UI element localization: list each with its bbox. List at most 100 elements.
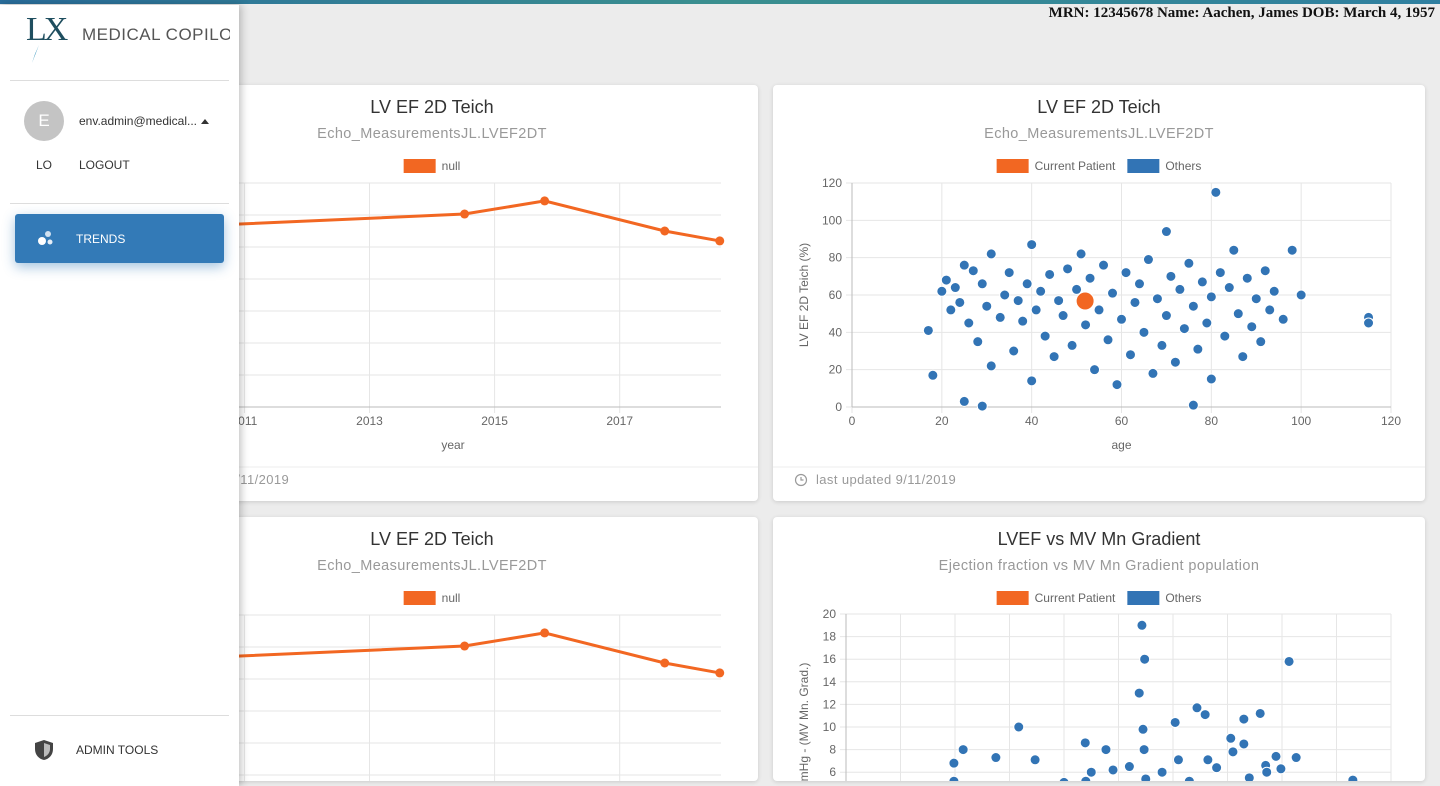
population-point [1089,364,1101,376]
population-point [1156,766,1168,778]
x-tick-label: 100 [1291,414,1311,428]
population-point [1211,762,1223,774]
population-point [1107,287,1119,299]
population-point [1084,272,1096,284]
data-point [540,196,550,206]
population-point [1165,270,1177,282]
population-point [1255,336,1267,348]
x-tick-label: 0 [849,414,856,428]
y-tick-label: 14 [823,675,837,689]
nav-admin-label: ADMIN TOOLS [76,743,159,757]
population-point [1241,272,1253,284]
population-point [1030,304,1042,316]
population-point [1093,304,1105,316]
legend-label: Current Patient [1035,159,1116,173]
legend-label: null [442,159,461,173]
nav-admin[interactable]: ADMIN TOOLS [34,739,224,763]
population-point [1295,289,1307,301]
data-point [460,209,470,219]
population-point [994,311,1006,323]
chart-subtitle: Ejection fraction vs MV Mn Gradient popu… [939,558,1260,574]
population-point [1174,283,1186,295]
y-axis-label: LV EF 2D Teich (%) [797,243,811,347]
population-point [958,259,970,271]
clock-icon [794,473,808,487]
population-point [1026,239,1038,251]
data-point [715,668,725,678]
legend-swatch [996,159,1029,173]
population-point [1133,278,1145,290]
logout-link[interactable]: LOGOUT [79,158,130,172]
x-tick-label: 20 [935,414,949,428]
data-point [460,641,470,651]
population-point [945,304,957,316]
population-point [1137,723,1149,735]
population-point [1012,295,1024,307]
population-point [1029,754,1041,766]
population-point [957,744,969,756]
population-point [1123,761,1135,773]
user-email[interactable]: env.admin@medical... [79,114,198,128]
population-point [1066,339,1078,351]
series-line [219,631,721,675]
population-point [1098,259,1110,271]
population-point [1183,257,1195,269]
population-point [1205,373,1217,385]
x-tick-label: 40 [1025,414,1039,428]
population-point [1035,285,1047,297]
population-point [1003,267,1015,279]
legend-label: Others [1165,159,1201,173]
avatar: E [24,101,64,141]
population-point [1187,300,1199,312]
population-point [936,285,948,297]
population-point [1259,265,1271,277]
population-point [1205,291,1217,303]
population-point [1008,345,1020,357]
logout-abbrev: LO [36,158,53,172]
population-point [1191,702,1203,714]
population-point [972,336,984,348]
legend-label: null [442,591,461,605]
population-point [1254,707,1266,719]
population-point [1156,339,1168,351]
population-point [1264,304,1276,316]
population-point [1085,766,1097,778]
x-tick-label: 2015 [481,414,508,428]
population-point [1160,310,1172,322]
divider [10,715,229,716]
population-point [1039,330,1051,342]
population-point [1107,764,1119,776]
population-point [1261,766,1273,778]
legend: null [403,591,461,605]
legend-swatch [1127,591,1160,605]
chart-title: LV EF 2D Teich [370,529,493,549]
x-tick-label: 2013 [356,414,383,428]
y-tick-label: 6 [829,765,836,779]
nav-trends-label: TRENDS [76,232,126,246]
y-tick-label: 10 [823,720,837,734]
population-point [1058,776,1070,781]
population-point [1202,754,1214,766]
population-point [1250,293,1262,305]
y-tick-label: 0 [835,400,842,414]
population-point [1223,282,1235,294]
population-point [1227,746,1239,758]
population-point [1268,285,1280,297]
legend: Current Patient Others [996,159,1201,173]
series-line [219,199,721,243]
data-point [660,658,670,668]
population-point [1151,293,1163,305]
population-point [949,282,961,294]
legend-swatch [1127,159,1160,173]
population-point [1277,313,1289,325]
y-tick-label: 20 [829,363,843,377]
legend-swatch [403,591,436,605]
population-point [1071,283,1083,295]
nav-trends[interactable]: TRENDS [15,214,224,263]
population-point [1238,738,1250,750]
user-menu-caret[interactable] [201,119,209,124]
population-point [1246,321,1258,333]
population-point [958,395,970,407]
population-point [1199,709,1211,721]
population-point [1270,750,1282,762]
